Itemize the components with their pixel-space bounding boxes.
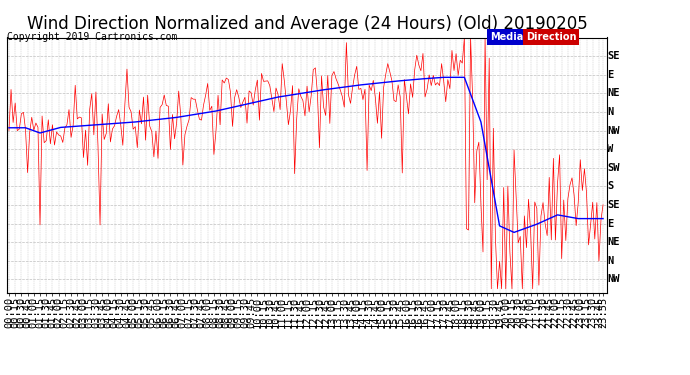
Text: NW: NW bbox=[607, 126, 620, 136]
Text: Median: Median bbox=[490, 32, 530, 42]
Text: SW: SW bbox=[607, 163, 620, 173]
Text: Direction: Direction bbox=[526, 32, 576, 42]
Text: Copyright 2019 Cartronics.com: Copyright 2019 Cartronics.com bbox=[7, 32, 177, 42]
Text: NE: NE bbox=[607, 88, 620, 98]
Text: N: N bbox=[607, 107, 613, 117]
Text: E: E bbox=[607, 219, 613, 229]
Text: E: E bbox=[607, 70, 613, 80]
Text: SE: SE bbox=[607, 51, 620, 61]
Text: S: S bbox=[607, 182, 613, 191]
Text: W: W bbox=[607, 144, 613, 154]
Text: NE: NE bbox=[607, 237, 620, 247]
Text: N: N bbox=[607, 256, 613, 266]
Text: Wind Direction Normalized and Average (24 Hours) (Old) 20190205: Wind Direction Normalized and Average (2… bbox=[27, 15, 587, 33]
Text: NW: NW bbox=[607, 274, 620, 285]
Text: SE: SE bbox=[607, 200, 620, 210]
